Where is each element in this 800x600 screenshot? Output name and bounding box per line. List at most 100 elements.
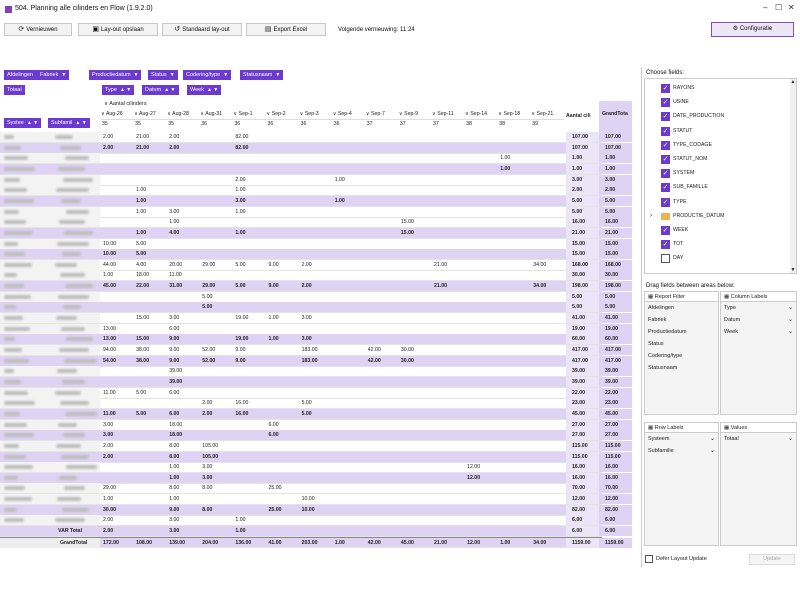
table-cell[interactable]: 1.00 — [500, 539, 511, 546]
table-cell[interactable] — [267, 164, 300, 174]
table-cell[interactable] — [134, 324, 167, 334]
aantal-total-cell[interactable]: 16.00 — [566, 462, 599, 473]
table-cell[interactable] — [134, 452, 167, 462]
aantal-total-cell[interactable]: 12.00 — [566, 494, 599, 505]
table-cell[interactable] — [498, 441, 531, 451]
row-label[interactable] — [0, 334, 100, 345]
row-label[interactable] — [0, 206, 100, 217]
table-cell[interactable] — [233, 494, 266, 504]
table-cell[interactable]: 21.00 — [136, 144, 150, 151]
row-label[interactable] — [0, 462, 100, 473]
table-cell[interactable] — [233, 324, 266, 334]
expand-icon[interactable]: › — [650, 212, 652, 219]
row-label[interactable] — [0, 313, 100, 324]
table-cell[interactable] — [300, 377, 333, 387]
table-cell[interactable] — [498, 366, 531, 376]
table-cell[interactable]: 8.00 — [169, 453, 180, 460]
aantal-total-cell[interactable]: 60.00 — [566, 334, 599, 345]
sort-filter-icon[interactable]: ▲ ▼ — [164, 87, 176, 93]
table-cell[interactable] — [300, 388, 333, 398]
table-cell[interactable] — [134, 420, 167, 430]
table-cell[interactable]: 10.00 — [103, 240, 116, 247]
table-cell[interactable] — [399, 143, 432, 153]
grand-total-cell[interactable]: 21.00 — [599, 227, 632, 238]
table-cell[interactable] — [432, 366, 465, 376]
table-cell[interactable]: 9.00 — [268, 283, 279, 290]
table-cell[interactable]: 9.00 — [169, 336, 180, 343]
table-cell[interactable]: 5.00 — [301, 400, 312, 407]
table-cell[interactable]: 4.00 — [169, 229, 180, 236]
table-cell[interactable] — [465, 430, 498, 440]
table-cell[interactable] — [333, 217, 366, 227]
grand-total-cell[interactable]: 168.00 — [599, 259, 632, 270]
table-cell[interactable] — [233, 292, 266, 302]
aantal-total-cell[interactable]: 82.00 — [566, 504, 599, 515]
field-checkbox[interactable]: ✓ — [661, 140, 670, 150]
table-cell[interactable] — [300, 292, 333, 302]
column-header[interactable]: ∨ Aug-27 — [134, 111, 168, 120]
table-cell[interactable] — [432, 132, 465, 142]
column-chip[interactable]: Week ▲ ▼ — [187, 85, 222, 95]
table-cell[interactable]: 34.00 — [533, 539, 547, 546]
grand-total-cell[interactable]: 39.00 — [599, 376, 632, 387]
table-cell[interactable]: 15.00 — [136, 315, 150, 322]
table-cell[interactable] — [399, 430, 432, 440]
grand-total-cell[interactable]: 1159.00 — [599, 537, 632, 548]
table-cell[interactable] — [300, 132, 333, 142]
table-cell[interactable] — [167, 175, 200, 185]
table-cell[interactable]: 34.00 — [533, 283, 547, 290]
table-cell[interactable]: 21.00 — [434, 539, 447, 546]
sort-filter-icon[interactable]: ▲ ▼ — [26, 120, 39, 126]
table-cell[interactable] — [134, 153, 167, 163]
table-cell[interactable] — [465, 420, 498, 430]
grand-total-cell[interactable]: 27.00 — [599, 419, 632, 430]
table-cell[interactable] — [531, 441, 564, 451]
aantal-total-cell[interactable]: 115.00 — [566, 451, 599, 462]
zone-field-item[interactable]: Totaal ⌄ — [721, 433, 796, 445]
table-cell[interactable] — [399, 462, 432, 472]
table-cell[interactable] — [531, 356, 564, 366]
table-cell[interactable]: 3.00 — [169, 208, 180, 215]
table-cell[interactable]: 6.00 — [268, 421, 279, 428]
field-checkbox[interactable]: ✓ — [661, 126, 670, 136]
table-cell[interactable] — [498, 302, 531, 312]
table-cell[interactable] — [300, 324, 333, 334]
table-cell[interactable]: 204.00 — [202, 539, 219, 546]
filter-chip[interactable]: Status ▼ — [148, 70, 178, 80]
aantal-total-cell[interactable]: 107.00 — [566, 142, 599, 153]
table-cell[interactable] — [134, 292, 167, 302]
aantal-total-cell[interactable]: 30.00 — [566, 270, 599, 281]
aantal-total-cell[interactable]: 2.00 — [566, 185, 599, 196]
table-cell[interactable]: 172.00 — [103, 539, 119, 546]
table-cell[interactable] — [333, 302, 366, 312]
table-cell[interactable] — [101, 366, 134, 376]
table-cell[interactable] — [399, 515, 432, 525]
table-cell[interactable] — [101, 207, 134, 217]
row-label[interactable] — [0, 451, 100, 462]
table-cell[interactable] — [498, 281, 531, 291]
table-cell[interactable]: 20.00 — [169, 261, 183, 268]
aantal-total-cell[interactable]: 23.00 — [566, 398, 599, 409]
table-cell[interactable] — [233, 483, 266, 493]
table-cell[interactable]: 3.00 — [169, 315, 180, 322]
table-cell[interactable] — [432, 398, 465, 408]
table-cell[interactable]: 9.00 — [169, 357, 180, 364]
chevron-down-icon[interactable]: ⌄ — [787, 436, 793, 442]
table-cell[interactable]: 9.00 — [169, 347, 180, 353]
table-cell[interactable] — [200, 334, 233, 344]
row-label[interactable] — [0, 291, 100, 302]
table-cell[interactable] — [300, 515, 333, 525]
table-cell[interactable] — [333, 494, 366, 504]
table-cell[interactable] — [498, 175, 531, 185]
table-cell[interactable] — [399, 441, 432, 451]
table-cell[interactable] — [267, 398, 300, 408]
table-cell[interactable] — [432, 515, 465, 525]
table-cell[interactable] — [498, 185, 531, 195]
table-cell[interactable] — [267, 388, 300, 398]
table-cell[interactable] — [233, 249, 266, 259]
table-cell[interactable] — [333, 281, 366, 291]
table-cell[interactable] — [465, 228, 498, 238]
table-cell[interactable] — [134, 462, 167, 472]
filter-chip[interactable]: Codering/type ▼ — [183, 70, 232, 80]
table-cell[interactable] — [366, 196, 399, 206]
